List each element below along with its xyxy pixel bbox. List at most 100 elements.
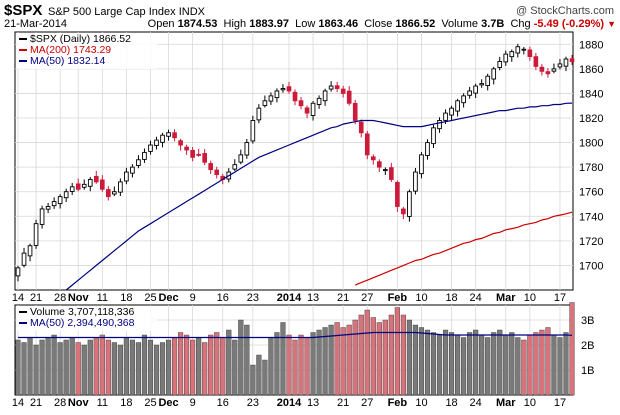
volume-x-tick-label: 18 [120, 397, 132, 409]
volume-bar [461, 337, 467, 396]
candle-body [515, 46, 521, 54]
volume-x-tick-label: Feb [388, 397, 408, 409]
candle-body [461, 95, 466, 104]
candle-body [370, 156, 376, 161]
price-y-tick-label: 1780 [579, 162, 603, 174]
volume-bar [15, 339, 21, 396]
price-y-tick-label: 1760 [579, 187, 603, 199]
price-x-tick-label: 13 [307, 292, 319, 304]
volume-bar [244, 324, 250, 396]
candle-body [69, 186, 75, 192]
candle-body [250, 120, 256, 142]
candle-body [196, 153, 201, 156]
volume-ma50-line [18, 331, 573, 339]
volume-bar [442, 329, 449, 396]
candle-body [160, 134, 165, 143]
volume-bar [159, 342, 166, 396]
candle-body [154, 139, 159, 146]
candle-body [521, 48, 527, 51]
price-x-tick-label: 17 [554, 292, 566, 304]
volume-bar [33, 344, 39, 396]
candle-body [256, 107, 262, 121]
volume-bar [99, 334, 105, 396]
candle-body [316, 97, 322, 105]
close-label: Close [364, 18, 393, 30]
volume-x-tick-label: 17 [554, 397, 566, 409]
chg-value: -5.49 (-0.29%) [533, 18, 605, 30]
candle-body [63, 191, 69, 199]
volume-bar [515, 337, 521, 396]
price-x-tick-label: 9 [190, 292, 196, 304]
index-name: S&P 500 Large Cap Index [48, 6, 176, 18]
candle-body [112, 191, 117, 195]
volume-bar [497, 329, 503, 396]
candle-body [214, 169, 220, 175]
volume-bar [286, 334, 292, 396]
price-x-tick-label: 23 [247, 292, 259, 304]
volume-y-tick-label: 3B [581, 315, 594, 327]
open-label: Open [147, 18, 175, 30]
volume-x-tick-label: Mar [496, 397, 516, 409]
quote-bar: 21-Mar-2014 Open 1874.53 High 1883.97 Lo… [4, 18, 616, 31]
volume-bar [51, 334, 57, 396]
volume-legend-bg [17, 306, 157, 331]
volume-bar [202, 342, 208, 396]
volume-bar [539, 329, 545, 396]
low-value: 1863.46 [318, 18, 359, 30]
volume-bar [545, 327, 551, 396]
volume-bar [75, 342, 81, 396]
volume-bar [298, 334, 304, 396]
candle-body [352, 102, 358, 121]
volume-bar [69, 337, 75, 396]
candle-body [358, 121, 364, 134]
volume-x-tick-label: 23 [247, 397, 259, 409]
volume-bar [455, 334, 461, 396]
volume-x-tick-label: 10 [415, 397, 427, 409]
candle-body [533, 56, 539, 67]
volume-x-tick-label: 24 [470, 397, 482, 409]
volume-bar [310, 332, 316, 396]
price-x-tick-label: 10 [524, 292, 536, 304]
candle-body [539, 66, 545, 72]
candle-body [479, 83, 484, 86]
volume-x-tick-label: 16 [217, 397, 229, 409]
volume-bar [340, 327, 346, 396]
volume-x-tick-label: 27 [361, 397, 373, 409]
candle-body [190, 149, 195, 158]
candle-body [45, 206, 51, 210]
candle-body [172, 132, 177, 139]
candle-body [292, 91, 298, 102]
price-y-tick-label: 1740 [579, 211, 603, 223]
volume-bar [509, 332, 515, 396]
price-y-tick-label: 1840 [579, 88, 603, 100]
candle-body [298, 100, 304, 107]
price-legend-bg [17, 33, 157, 69]
volume-bar [563, 332, 569, 396]
candle-body [455, 100, 460, 112]
price-x-tick-label: 18 [120, 292, 132, 304]
volume-bar [406, 319, 412, 396]
price-legend-label: MA(50) 1832.14 [30, 55, 105, 67]
price-x-tick-label: Feb [388, 292, 408, 304]
volume-bar [147, 339, 154, 396]
volume-bar [184, 334, 190, 396]
volume-bar [370, 317, 376, 396]
close-value: 1866.52 [395, 18, 436, 30]
price-x-tick-label: 10 [415, 292, 427, 304]
volume-x-tick-label: 9 [190, 397, 196, 409]
volume-bar [346, 324, 352, 396]
volume-bar [430, 332, 437, 396]
candle-body [383, 169, 388, 172]
candle-body [15, 267, 21, 277]
candle-body [545, 71, 551, 75]
stockcharts-watermark: @ StockCharts.com [516, 5, 614, 17]
candle-body [244, 142, 250, 156]
volume-bar [503, 334, 509, 396]
volume-bar [226, 329, 232, 396]
volume-bar [551, 334, 557, 396]
volume-bar [171, 337, 178, 396]
candle-body [268, 95, 274, 102]
candle-body [39, 208, 45, 225]
volume-bar [153, 344, 160, 396]
candle-body [569, 58, 575, 62]
